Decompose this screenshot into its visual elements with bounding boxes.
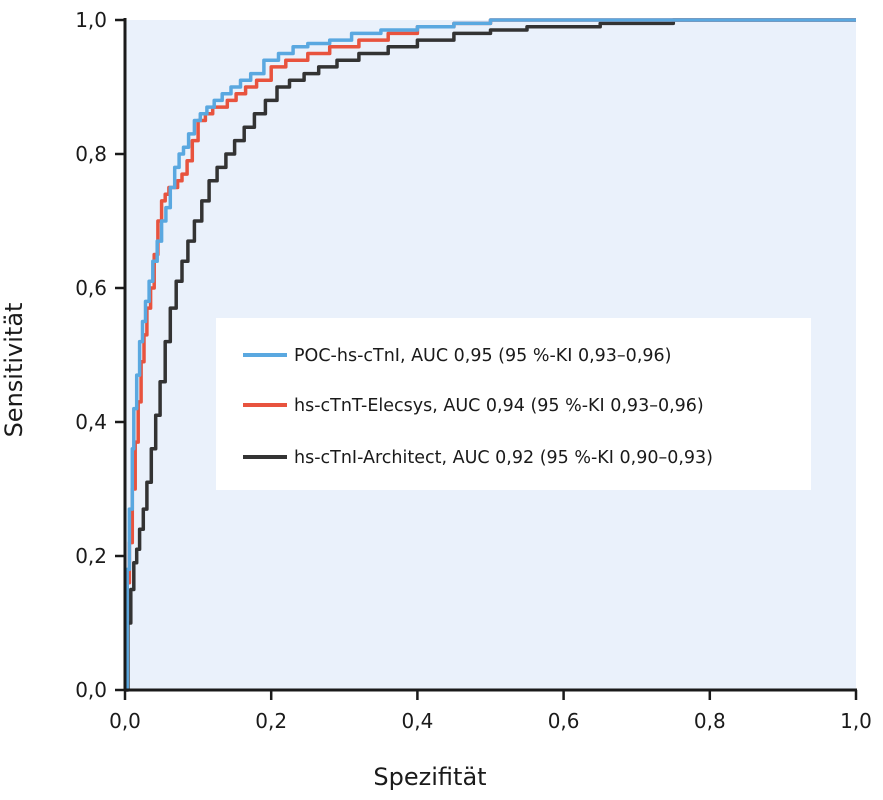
x-tick-label: 0,4	[401, 709, 433, 733]
legend-label-elecsys: hs-cTnT-Elecsys, AUC 0,94 (95 %-KI 0,93–…	[294, 396, 704, 416]
x-axis-title: Spezifität	[373, 763, 486, 791]
y-tick-label: 0,4	[75, 410, 107, 434]
series-line-hs-ctnt-elecsys	[125, 18, 856, 692]
legend-label-architect: hs-cTnI-Architect, AUC 0,92 (95 %-KI 0,9…	[294, 448, 713, 468]
legend: POC-hs-cTnI, AUC 0,95 (95 %-KI 0,93–0,96…	[216, 318, 811, 490]
x-tick-label: 0,6	[548, 709, 580, 733]
y-tick-label: 0,0	[75, 678, 107, 702]
series-layer	[125, 18, 856, 692]
legend-label-poc: POC-hs-cTnI, AUC 0,95 (95 %-KI 0,93–0,96…	[294, 346, 671, 366]
y-axis-title: Sensitivität	[0, 303, 28, 438]
x-tick-label: 0,8	[694, 709, 726, 733]
y-tick-label: 0,8	[75, 142, 107, 166]
y-tick-label: 0,2	[75, 544, 107, 568]
y-tick-label: 1,0	[75, 8, 107, 32]
x-tick-label: 0,2	[255, 709, 287, 733]
legend-box	[216, 318, 811, 490]
ticks-layer: 0,00,0 0,2 0,2 0,4 0,4 0,6 0,6 0,8 0,8 1,0 1,0	[75, 8, 872, 733]
series-line-poc-hs-ctni	[125, 18, 856, 692]
x-tick-label: 1,0	[840, 709, 872, 733]
series-line-hs-ctni-architect	[125, 18, 856, 692]
x-tick-label: 0,0	[109, 709, 141, 733]
y-tick-label: 0,6	[75, 276, 107, 300]
